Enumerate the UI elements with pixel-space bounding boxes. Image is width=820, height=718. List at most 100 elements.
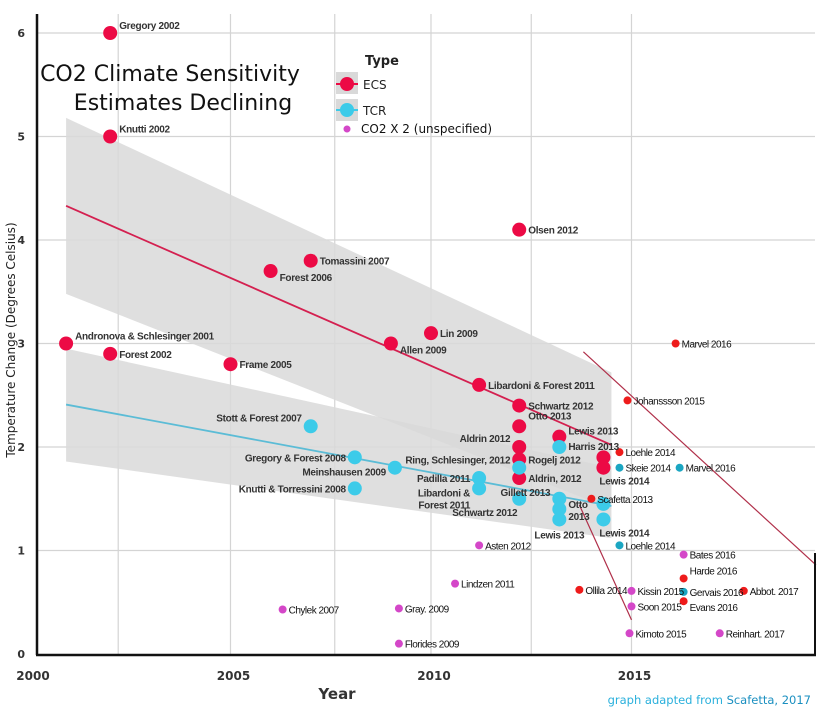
- point-label: Stott & Forest 2007: [216, 413, 302, 424]
- source-credit: graph adapted from Scafetta, 2017: [608, 693, 811, 707]
- point-label: Otto 2013: [528, 411, 572, 422]
- point-co2-x-2-unspecified-: [451, 579, 460, 588]
- point-label: Libardoni & Forest 2011: [488, 381, 595, 392]
- chart-title-line-1: CO2 Climate Sensitivity: [40, 62, 300, 87]
- point-label-line: Forest 2011: [418, 500, 470, 511]
- y-tick-label: 1: [17, 545, 25, 558]
- point-tcr: [552, 491, 567, 506]
- point-label: Knutti 2002: [119, 125, 170, 136]
- legend-key-unspecified-dot: [343, 125, 351, 133]
- point-label: Lewis 2014: [599, 528, 650, 539]
- point-ecs: [424, 326, 438, 341]
- point-label: Florides 2009: [405, 640, 460, 651]
- y-tick-label: 4: [17, 234, 25, 247]
- point-tcr: [596, 496, 611, 511]
- y-tick-label: 2: [17, 441, 25, 454]
- point-ecs: [552, 429, 567, 444]
- point-label: Libardoni & Forest 2011: [418, 488, 471, 511]
- x-tick-label: 2010: [417, 669, 450, 683]
- point-label: Ring, Schlesinger, 2012: [405, 455, 511, 466]
- annotation-line: [578, 504, 633, 621]
- point-label: Evans 2016: [690, 603, 739, 614]
- point-ecs-small-: [679, 597, 688, 606]
- y-tick-label: 6: [17, 27, 25, 40]
- point-tcr: [552, 512, 567, 527]
- annotation-lines: [578, 351, 817, 621]
- point-tcr-small-: [679, 587, 688, 596]
- point-ecs-small-: [623, 396, 632, 405]
- point-label: Tomassini 2007: [320, 257, 390, 268]
- trend-line-tcr: [65, 403, 612, 507]
- point-label: Forest 2006: [280, 273, 333, 284]
- point-labels: Gregory 2002 Knutti 2002 Andronova & Schle…: [75, 21, 800, 651]
- legend-label-unspecified: CO2 X 2 (unspecified): [361, 122, 492, 136]
- point-ecs-small-: [587, 494, 596, 503]
- point-label: Lewis 2013: [534, 530, 585, 541]
- point-tcr: [552, 502, 567, 517]
- point-label: Knutti & Torressini 2008: [239, 484, 347, 495]
- point-label: Andronova & Schlesinger 2001: [75, 332, 215, 343]
- confidence-band-ecs: [66, 117, 612, 510]
- legend-key-tcr-dot: [340, 103, 354, 117]
- point-label: Gillett 2013: [501, 488, 551, 499]
- point-ecs-small-: [739, 586, 748, 595]
- point-co2-x-2-unspecified-: [715, 629, 724, 638]
- point-label: Kimoto 2015: [635, 629, 687, 640]
- point-label: Johanssson 2015: [633, 396, 705, 407]
- point-label: Gregory & Forest 2008: [245, 453, 347, 464]
- point-ecs: [512, 471, 527, 486]
- point-co2-x-2-unspecified-: [625, 629, 634, 638]
- point-ecs: [472, 377, 487, 392]
- point-ecs-small-: [575, 585, 584, 594]
- y-axis-label: Temperature Change (Degrees Celsius): [4, 222, 18, 458]
- point-label: Marvel 2016: [682, 340, 732, 351]
- point-co2-x-2-unspecified-: [394, 604, 403, 613]
- point-label: Gregory 2002: [119, 21, 180, 32]
- point-ecs: [103, 346, 118, 361]
- point-tcr: [512, 491, 527, 506]
- point-ecs: [512, 419, 527, 434]
- point-label: Schwartz 2012: [528, 402, 594, 413]
- point-co2-x-2-unspecified-: [679, 550, 688, 559]
- point-label: Reinhart. 2017: [726, 629, 786, 640]
- point-ecs: [596, 460, 611, 475]
- point-label: Skeie 2014: [625, 464, 671, 475]
- point-tcr: [387, 460, 402, 475]
- point-tcr: [596, 512, 611, 527]
- point-label: Otto 2013: [568, 500, 590, 523]
- point-ecs: [512, 222, 527, 237]
- source-credit-prefix: graph adapted from: [608, 693, 727, 707]
- y-tick-label: 5: [17, 131, 25, 144]
- point-label: Padilla 2011: [417, 474, 471, 485]
- point-label: Marvel 2016: [686, 464, 736, 475]
- point-tcr: [512, 460, 527, 475]
- source-credit-source: Scafetta, 2017: [727, 693, 811, 707]
- point-ecs: [59, 336, 74, 351]
- annotation-line: [582, 351, 817, 566]
- point-co2-x-2-unspecified-: [627, 602, 636, 611]
- point-label: Lin 2009: [440, 329, 478, 340]
- point-ecs: [103, 129, 118, 144]
- point-ecs-small-: [671, 339, 680, 348]
- point-label: Kissin 2015: [638, 587, 685, 598]
- tick-labels: 0 1 2 3 4 5 6 2000 2005 2010 2015: [16, 27, 651, 683]
- legend-key-ecs-dot: [340, 77, 354, 91]
- point-ecs: [103, 26, 118, 40]
- point-label: Gervais 2016: [690, 588, 744, 599]
- x-tick-label: 2005: [217, 669, 250, 683]
- point-tcr-small-: [615, 463, 624, 472]
- legend-label-ecs: ECS: [363, 78, 387, 92]
- point-co2-x-2-unspecified-: [627, 586, 636, 595]
- point-ecs-small-: [679, 574, 688, 583]
- point-ecs: [512, 398, 527, 413]
- point-label: Meinshausen 2009: [302, 468, 386, 479]
- point-tcr: [472, 481, 487, 496]
- point-ecs: [223, 357, 238, 372]
- point-label: Gray. 2009: [405, 604, 450, 615]
- point-co2-x-2-unspecified-: [394, 639, 403, 648]
- point-label: Loehle 2014: [625, 448, 675, 459]
- point-tcr: [552, 440, 567, 454]
- point-label: Lindzen 2011: [461, 580, 515, 591]
- point-label: Olsen 2012: [528, 226, 579, 237]
